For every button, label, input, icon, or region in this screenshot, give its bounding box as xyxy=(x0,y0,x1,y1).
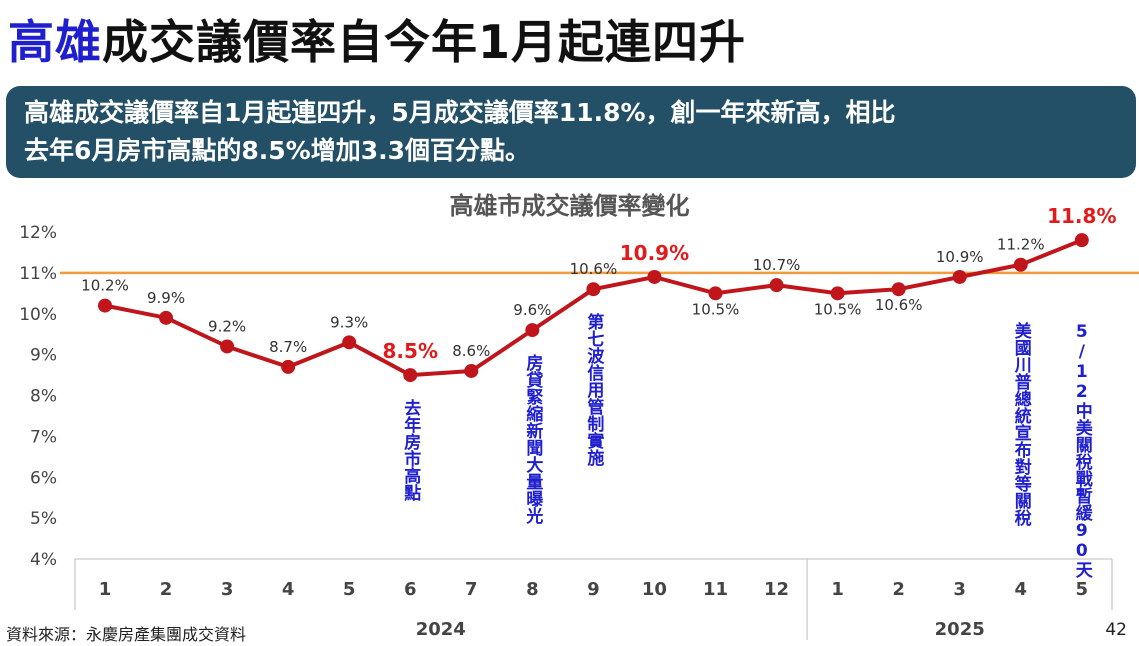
x-tick-label: 2 xyxy=(892,579,905,600)
data-point xyxy=(403,368,418,383)
y-tick-label: 7% xyxy=(30,427,57,447)
page-title: 高雄成交議價率自今年1月起連四升 xyxy=(8,4,746,80)
data-label: 9.6% xyxy=(513,301,551,319)
data-label: 8.7% xyxy=(269,338,307,356)
data-label: 9.2% xyxy=(208,317,246,335)
data-label: 9.3% xyxy=(330,313,368,331)
x-tick-label: 11 xyxy=(703,579,728,600)
y-tick-label: 12% xyxy=(19,223,57,243)
summary-line-1: 高雄成交議價率自1月起連四升，5月成交議價率11.8%，創一年來新高，相比 xyxy=(24,98,896,127)
data-label: 10.6% xyxy=(570,260,618,278)
data-point xyxy=(830,286,845,301)
data-label: 8.6% xyxy=(452,342,490,360)
x-tick-label: 5 xyxy=(343,579,356,600)
data-point xyxy=(342,335,357,350)
data-point xyxy=(952,269,967,284)
x-tick-label: 4 xyxy=(1014,579,1027,600)
x-tick-label: 8 xyxy=(526,579,539,600)
annotation-label: 房貸緊縮新聞大量曝光 xyxy=(522,353,544,525)
data-point xyxy=(769,278,784,293)
y-tick-label: 8% xyxy=(30,387,57,407)
data-point xyxy=(220,339,235,354)
x-tick-label: 5 xyxy=(1076,579,1089,600)
x-tick-label: 12 xyxy=(764,579,789,600)
x-tick-label: 10 xyxy=(642,579,667,600)
data-point xyxy=(708,286,723,301)
chart-title: 高雄市成交議價率變化 xyxy=(449,192,690,220)
data-label: 10.9% xyxy=(936,248,984,266)
summary-line-2: 去年6月房市高點的8.5%增加3.3個百分點。 xyxy=(24,136,531,165)
annotation-label: 第七波信用管制實施 xyxy=(583,312,604,467)
data-point xyxy=(586,282,601,297)
data-point xyxy=(1074,233,1089,248)
source-note: 資料來源：永慶房產集團成交資料 xyxy=(6,625,247,644)
x-tick-label: 7 xyxy=(465,579,478,600)
annotation-label: 5/12中美關稅戰暫緩90天 xyxy=(1072,322,1093,579)
data-point xyxy=(281,359,296,374)
x-tick-label: 2 xyxy=(160,579,173,600)
year-label: 2025 xyxy=(935,619,985,640)
data-point xyxy=(159,310,174,325)
x-tick-label: 4 xyxy=(282,579,295,600)
y-tick-label: 11% xyxy=(19,264,57,284)
data-label: 10.5% xyxy=(814,300,862,318)
data-point xyxy=(525,323,540,338)
y-tick-label: 5% xyxy=(30,509,57,529)
title-highlight: 高雄 xyxy=(8,15,102,69)
data-point xyxy=(647,269,662,284)
data-label: 11.8% xyxy=(1047,204,1116,228)
data-label: 10.6% xyxy=(875,296,923,314)
data-label: 10.7% xyxy=(753,256,801,274)
summary-banner: 高雄成交議價率自1月起連四升，5月成交議價率11.8%，創一年來新高，相比 去年… xyxy=(6,86,1136,178)
data-label: 11.2% xyxy=(997,236,1045,254)
x-tick-label: 3 xyxy=(953,579,966,600)
data-point xyxy=(464,363,479,378)
annotation-label: 美國川普總統宣布對等關稅 xyxy=(1011,321,1033,527)
y-tick-label: 10% xyxy=(19,305,57,325)
x-tick-label: 9 xyxy=(587,579,600,600)
data-label: 9.9% xyxy=(147,289,185,307)
data-point xyxy=(891,282,906,297)
data-label: 10.5% xyxy=(692,300,740,318)
data-label: 10.9% xyxy=(620,241,689,265)
x-tick-label: 3 xyxy=(221,579,234,600)
year-label: 2024 xyxy=(416,619,466,640)
y-tick-label: 9% xyxy=(30,346,57,366)
data-point xyxy=(98,298,112,313)
x-tick-label: 1 xyxy=(99,579,112,600)
x-tick-label: 1 xyxy=(831,579,844,600)
annotation-label: 去年房市高點 xyxy=(400,398,422,502)
data-label: 10.2% xyxy=(81,277,129,295)
title-rest: 成交議價率自今年1月起連四升 xyxy=(102,15,747,69)
y-tick-label: 6% xyxy=(30,468,57,488)
y-tick-label: 4% xyxy=(30,550,57,570)
data-point xyxy=(1013,257,1028,272)
x-tick-label: 6 xyxy=(404,579,417,600)
data-label: 8.5% xyxy=(383,339,438,363)
page-number: 42 xyxy=(1105,620,1127,640)
